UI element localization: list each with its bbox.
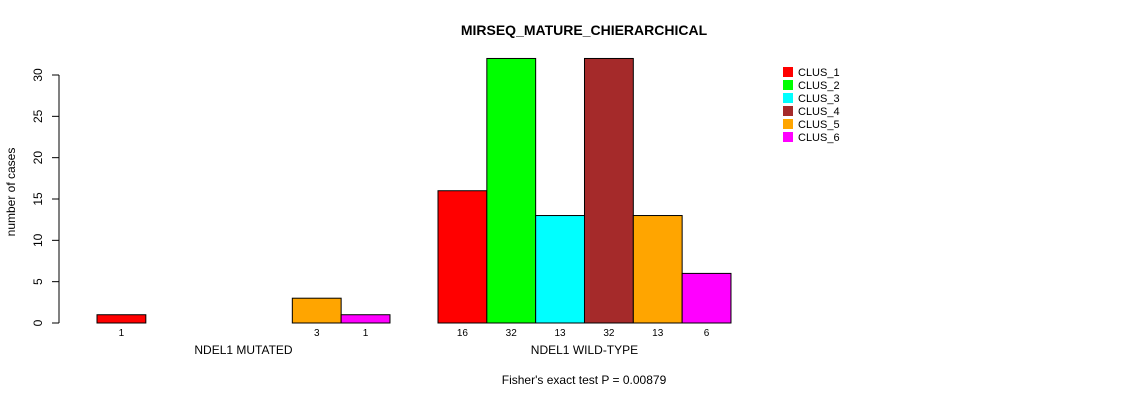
y-tick-label: 15 — [31, 192, 45, 206]
bar-count-label: 3 — [314, 328, 320, 339]
legend-label: CLUS_1 — [798, 67, 840, 79]
legend-swatch — [783, 80, 793, 90]
bar-count-label: 1 — [119, 328, 125, 339]
y-tick-label: 25 — [31, 109, 45, 123]
bar-clus-3 — [535, 215, 585, 324]
y-axis-label: number of cases — [4, 148, 18, 237]
chart-title: MIRSEQ_MATURE_CHIERARCHICAL — [461, 22, 708, 38]
group-label: NDEL1 WILD-TYPE — [531, 343, 638, 357]
group-label: NDEL1 MUTATED — [194, 343, 293, 357]
legend-label: CLUS_4 — [798, 106, 840, 118]
y-tick-label: 30 — [31, 68, 45, 82]
bar-count-label: 32 — [603, 328, 615, 339]
bar-clus-4 — [583, 57, 634, 324]
bar-count-label: 13 — [652, 328, 664, 339]
bar-count-label: 1 — [363, 328, 369, 339]
y-tick-label: 10 — [31, 233, 45, 247]
legend-swatch — [783, 119, 793, 129]
legend-label: CLUS_2 — [798, 80, 840, 92]
bar-clus-5 — [291, 297, 342, 324]
bar-clus-1 — [96, 314, 147, 324]
bar-count-label: 6 — [704, 328, 710, 339]
legend-label: CLUS_3 — [798, 93, 840, 105]
bar-clus-2 — [486, 57, 537, 324]
x-axis-label: Fisher's exact test P = 0.00879 — [502, 373, 667, 387]
bar-clus-1 — [437, 190, 488, 324]
legend-swatch — [783, 67, 793, 77]
y-tick-label: 5 — [31, 278, 45, 285]
bar-clus-6 — [681, 272, 732, 324]
y-tick-label: 20 — [31, 151, 45, 165]
bar-clus-5 — [632, 215, 683, 324]
legend-label: CLUS_5 — [798, 119, 840, 131]
bar-count-label: 13 — [555, 328, 567, 339]
bar-count-label: 32 — [506, 328, 518, 339]
bar-clus-6 — [340, 314, 391, 324]
legend-swatch — [783, 106, 793, 116]
y-tick-label: 0 — [31, 319, 45, 326]
legend-swatch — [783, 132, 793, 142]
legend-label: CLUS_6 — [798, 132, 840, 144]
y-axis: 0 5 10 15 20 25 30 — [31, 68, 60, 326]
legend-swatch — [783, 93, 793, 103]
bar-count-label: 16 — [457, 328, 469, 339]
